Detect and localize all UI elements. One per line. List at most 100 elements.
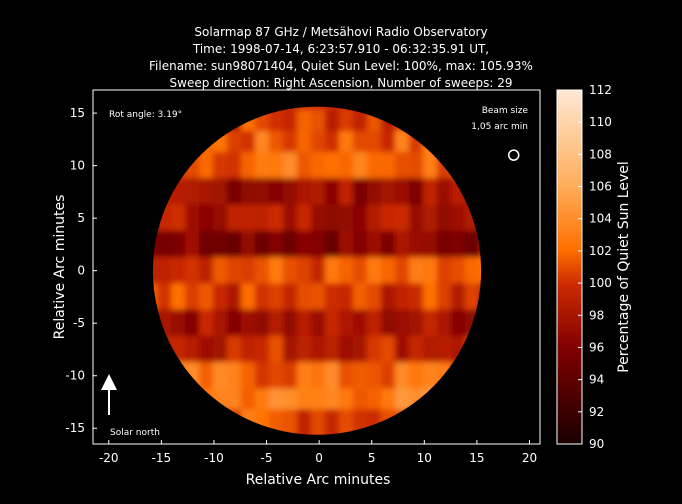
y-tick-label: -5 — [73, 316, 85, 330]
heatmap-cell — [450, 409, 466, 435]
heatmap-cell — [450, 283, 466, 312]
rot-angle-label: Rot angle: 3.19° — [109, 110, 182, 120]
heatmap-cell — [436, 178, 452, 207]
heatmap-cell — [464, 283, 480, 312]
heatmap-cell — [212, 309, 228, 338]
heatmap-cell — [478, 283, 482, 312]
beam-size-label: Beam size — [482, 106, 529, 116]
x-tick-label: 10 — [417, 451, 432, 465]
heatmap-cell — [296, 335, 312, 365]
heatmap-cell — [226, 257, 242, 286]
heatmap-cell — [170, 362, 186, 391]
heatmap-cell — [394, 409, 410, 435]
heatmap-cell — [450, 130, 466, 160]
heatmap-cell — [226, 409, 242, 435]
heatmap-cell — [394, 204, 410, 233]
heatmap-cell — [152, 204, 158, 233]
title-line: Solarmap 87 GHz / Metsähovi Radio Observ… — [194, 25, 487, 39]
y-tick-label: 10 — [70, 159, 85, 173]
heatmap-cell — [212, 151, 228, 181]
heatmap-cell — [296, 409, 312, 435]
heatmap-cell — [296, 178, 312, 207]
heatmap-cell — [152, 257, 158, 286]
heatmap-cell — [212, 409, 228, 435]
heatmap-cell — [254, 230, 270, 260]
colorbar-tick-label: 106 — [589, 180, 612, 194]
heatmap-cell — [436, 204, 452, 233]
heatmap-cell — [156, 335, 172, 365]
title-line: Sweep direction: Right Ascension, Number… — [170, 76, 513, 90]
plot-frame — [92, 89, 541, 445]
heatmap-cell — [198, 204, 214, 233]
heatmap-cell — [394, 335, 410, 365]
heatmap-cell — [394, 362, 410, 391]
heatmap-cell — [170, 409, 186, 435]
heatmap-cell — [282, 362, 298, 391]
heatmap-cell — [352, 309, 368, 338]
heatmap-cell — [380, 335, 396, 365]
heatmap-cell — [170, 257, 186, 286]
heatmap-cell — [408, 335, 424, 365]
heatmap-cell — [184, 335, 200, 365]
heatmap-cell — [352, 230, 368, 260]
heatmap-cell — [366, 178, 382, 207]
heatmap-cell — [282, 151, 298, 181]
heatmap-cell — [170, 335, 186, 365]
heatmap-cell — [184, 178, 200, 207]
heatmap-cell — [338, 257, 354, 286]
heatmap-cell — [450, 335, 466, 365]
heatmap-cell — [152, 362, 158, 391]
heatmap-cell — [478, 335, 482, 365]
x-tick-label: -5 — [261, 451, 273, 465]
heatmap-cell — [464, 130, 480, 160]
heatmap-cell — [170, 204, 186, 233]
heatmap-cell — [408, 362, 424, 391]
heatmap-cell — [408, 388, 424, 417]
heatmap-cell — [436, 388, 452, 417]
heatmap-cell — [152, 335, 158, 365]
solar-north-label: Solar north — [110, 428, 160, 438]
heatmap-cell — [240, 409, 256, 435]
heatmap-cell — [296, 257, 312, 286]
heatmap-cell — [450, 362, 466, 391]
heatmap-cell — [310, 178, 326, 207]
heatmap-cell — [436, 151, 452, 181]
heatmap-cell — [184, 109, 200, 139]
heatmap-cell — [478, 409, 482, 435]
heatmap-cell — [184, 409, 200, 435]
heatmap-cell — [198, 335, 214, 365]
heatmap-cell — [436, 130, 452, 160]
heatmap-cell — [282, 409, 298, 435]
heatmap-cell — [254, 335, 270, 365]
heatmap-cell — [408, 204, 424, 233]
heatmap-cell — [240, 283, 256, 312]
heatmap-cell — [184, 309, 200, 338]
heatmap-cell — [380, 283, 396, 312]
heatmap-cell — [408, 151, 424, 181]
heatmap-cell — [436, 109, 452, 139]
heatmap-cell — [478, 257, 482, 286]
heatmap-cell — [422, 178, 438, 207]
heatmap-cell — [226, 283, 242, 312]
colorbar — [556, 89, 583, 445]
heatmap-cell — [282, 257, 298, 286]
heatmap-cell — [254, 257, 270, 286]
heatmap-cell — [268, 335, 284, 365]
heatmap-cell — [450, 309, 466, 338]
heatmap-cell — [338, 409, 354, 435]
solar-disk — [152, 106, 482, 435]
heatmap-cell — [310, 362, 326, 391]
heatmap-cell — [408, 409, 424, 435]
heatmap-cell — [408, 230, 424, 260]
heatmap-cell — [310, 335, 326, 365]
colorbar-tick-label: 98 — [589, 308, 604, 322]
heatmap-cell — [184, 230, 200, 260]
heatmap-cell — [184, 204, 200, 233]
heatmap-cell — [450, 151, 466, 181]
heatmap-cell — [408, 309, 424, 338]
title-line: Filename: sun98071404, Quiet Sun Level: … — [149, 59, 533, 73]
heatmap-cell — [170, 178, 186, 207]
heatmap-cell — [198, 409, 214, 435]
colorbar-tick-label: 100 — [589, 276, 612, 290]
